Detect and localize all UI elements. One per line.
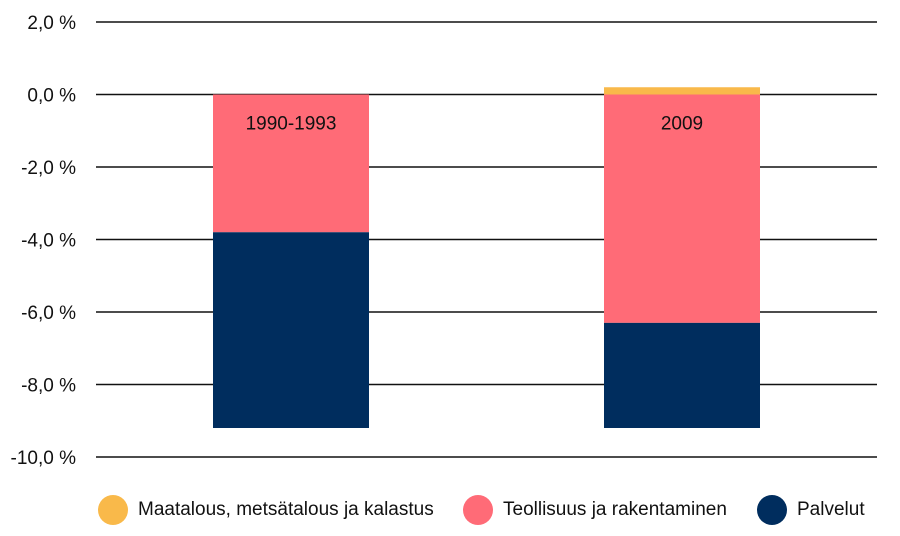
bars (213, 87, 760, 428)
legend-label-maatalous: Maatalous, metsätalous ja kalastus (138, 499, 434, 520)
y-axis-tick-labels: 2,0 % 0,0 % -2,0 % -4,0 % -6,0 % -8,0 % -10,0 … (11, 13, 77, 469)
legend-label-palvelut: Palvelut (797, 499, 865, 520)
bar-segment-teollisuus-2 (604, 94, 760, 323)
legend-item-palvelut: Palvelut (757, 490, 865, 530)
y-tick-label: -2,0 % (21, 158, 76, 179)
legend-label-teollisuus: Teollisuus ja rakentaminen (503, 499, 727, 520)
legend-item-teollisuus: Teollisuus ja rakentaminen (463, 490, 727, 530)
y-tick-label: -10,0 % (11, 448, 77, 469)
bar-category-label: 1990-1993 (246, 114, 337, 135)
legend-swatch-palvelut (757, 495, 787, 525)
y-tick-label: -4,0 % (21, 231, 76, 252)
bar-category-labels: 1990-1993 2009 (246, 114, 704, 135)
legend-item-maatalous: Maatalous, metsätalous ja kalastus (98, 490, 434, 530)
bar-segment-palvelut-1 (213, 232, 369, 428)
bar-segment-teollisuus-1 (213, 94, 369, 233)
legend-swatch-maatalous (98, 495, 128, 525)
y-tick-label: -6,0 % (21, 303, 76, 324)
bar-segment-palvelut-2 (604, 322, 760, 428)
bar-category-label: 2009 (661, 114, 703, 135)
stacked-bar-chart: 2,0 % 0,0 % -2,0 % -4,0 % -6,0 % -8,0 % -10,0 … (11, 13, 877, 469)
y-tick-label: 0,0 % (27, 86, 76, 107)
y-tick-label: 2,0 % (27, 13, 76, 34)
legend-swatch-teollisuus (463, 495, 493, 525)
y-tick-label: -8,0 % (21, 376, 76, 397)
bar-segment-maatalous-2 (604, 87, 760, 95)
legend: Maatalous, metsätalous ja kalastus Teoll… (0, 490, 900, 530)
